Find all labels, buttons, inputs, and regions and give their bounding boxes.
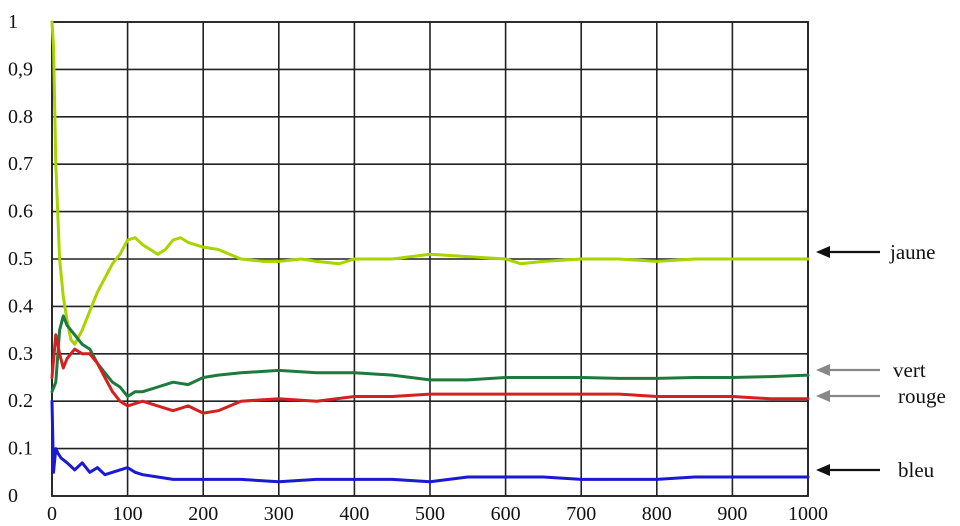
y-tick-label: 0.2: [8, 390, 33, 412]
x-tick-label: 400: [339, 503, 369, 525]
legend-item-jaune: jaune: [816, 240, 935, 264]
x-tick-label: 300: [264, 503, 294, 525]
legend-label: jaune: [889, 240, 935, 264]
arrow-head-icon: [816, 246, 830, 258]
x-tick-label: 0: [47, 503, 57, 525]
arrow-head-icon: [816, 364, 830, 376]
y-tick-label: 0.4: [8, 295, 33, 317]
x-tick-label: 100: [113, 503, 143, 525]
x-tick-label: 1000: [788, 503, 828, 525]
legend-label: rouge: [898, 384, 946, 408]
y-tick-label: 0.6: [8, 201, 33, 223]
x-tick-label: 500: [415, 503, 445, 525]
arrow-head-icon: [816, 464, 830, 476]
x-tick-label: 800: [642, 503, 672, 525]
x-tick-label: 200: [188, 503, 218, 525]
y-tick-label: 0.1: [8, 438, 33, 460]
arrow-head-icon: [816, 390, 830, 402]
y-tick-label: 0,9: [8, 58, 33, 80]
x-tick-label: 900: [717, 503, 747, 525]
y-tick-label: 0.5: [8, 248, 33, 270]
legend-item-bleu: bleu: [816, 458, 935, 482]
y-tick-label: 0.8: [8, 106, 33, 128]
y-tick-label: 0: [8, 485, 18, 507]
x-tick-label: 700: [566, 503, 596, 525]
legend-label: bleu: [898, 458, 935, 482]
y-tick-label: 0.3: [8, 343, 33, 365]
y-tick-label: 1: [8, 11, 18, 33]
y-tick-labels: 0 0.1 0.2 0.3 0.4 0.5 0.6 0.7 0.8 0,9 1: [8, 11, 33, 507]
legend-label: vert: [893, 358, 926, 382]
legend-item-rouge: rouge: [816, 384, 946, 408]
x-tick-label: 600: [491, 503, 521, 525]
legend-item-vert: vert: [816, 358, 926, 382]
y-tick-label: 0.7: [8, 153, 33, 175]
legend-annotations: jaune vertrouge bleu: [816, 240, 946, 482]
x-tick-labels: 0 100 200 300 400 500 600 700 800 900 1000: [47, 503, 828, 525]
